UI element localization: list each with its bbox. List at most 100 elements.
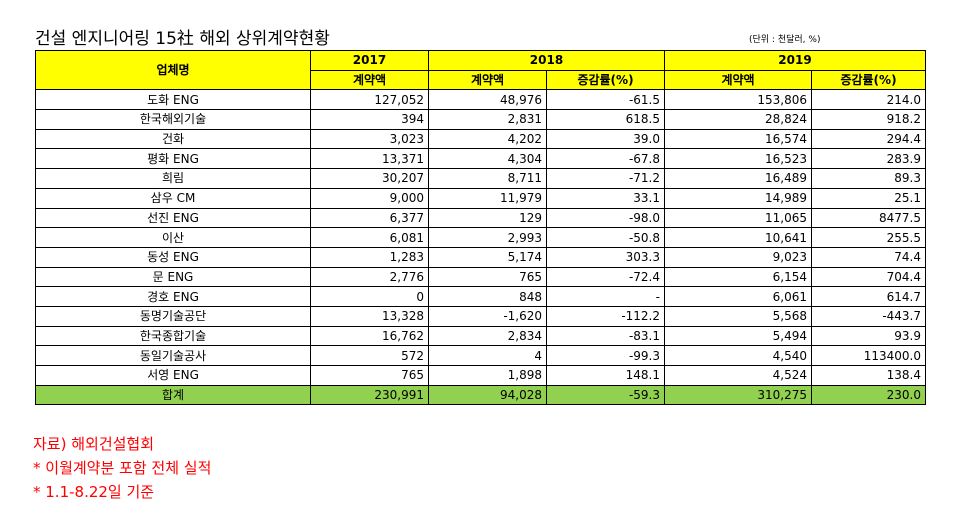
value-cell-c2017: 572 xyxy=(310,345,429,366)
value-cell-c2018: 1,898 xyxy=(428,365,547,386)
value-cell-ch2018: -72.4 xyxy=(546,266,665,288)
company-cell: 건화 xyxy=(35,128,311,150)
value-cell-ch2019: 918.2 xyxy=(811,109,926,130)
value-cell-c2019: 4,524 xyxy=(664,365,812,386)
table-row: 문 ENG 2,776 765 -72.4 6,154 704.4 xyxy=(35,266,926,288)
unit-label: (단위 : 천달러, %) xyxy=(749,35,821,45)
value-cell-c2019: 10,641 xyxy=(664,227,812,248)
value-cell-ch2019: 255.5 xyxy=(811,227,926,248)
value-cell-c2017: 6,081 xyxy=(310,227,429,248)
value-cell-c2019: 5,568 xyxy=(664,305,812,327)
value-cell-ch2019: 283.9 xyxy=(811,148,926,170)
value-cell-c2018: 2,834 xyxy=(428,325,547,347)
value-cell-ch2019: 138.4 xyxy=(811,365,926,386)
note-period: * 1.1-8.22일 기준 xyxy=(33,483,155,501)
table-row: 삼우 CM 9,000 11,979 33.1 14,989 25.1 xyxy=(35,187,926,209)
value-cell-c2019: 6,154 xyxy=(664,266,812,288)
value-cell-ch2018: 33.1 xyxy=(546,187,665,209)
note-source: 자료) 해외건설협회 xyxy=(33,435,155,453)
value-cell-ch2019: 214.0 xyxy=(811,89,926,111)
value-cell-ch2018: -50.8 xyxy=(546,227,665,248)
table-row: 한국해외기술 394 2,831 618.5 28,824 918.2 xyxy=(35,109,926,130)
total-row: 합계 230,991 94,028 -59.3 310,275 230.0 xyxy=(35,384,926,406)
table-row: 동명기술공단 13,328 -1,620 -112.2 5,568 -443.7 xyxy=(35,305,926,327)
company-cell: 이산 xyxy=(35,227,311,248)
header-row-years: 업체명 2017 2018 2019 xyxy=(35,49,926,91)
value-cell-c2018: 129 xyxy=(428,207,547,229)
value-cell-ch2018: -83.1 xyxy=(546,325,665,347)
value-cell-ch2018: -98.0 xyxy=(546,207,665,229)
source-notes: 자료) 해외건설협회 * 이월계약분 포함 전체 실적 * 1.1-8.22일 … xyxy=(33,432,211,504)
table-row: 동성 ENG 1,283 5,174 303.3 9,023 74.4 xyxy=(35,246,926,268)
value-cell-c2019: 16,574 xyxy=(664,128,812,150)
company-cell: 경호 ENG xyxy=(35,286,311,307)
value-cell-ch2019: 230.0 xyxy=(811,384,926,406)
value-cell-c2018: 848 xyxy=(428,286,547,307)
value-cell-c2017: 1,283 xyxy=(310,246,429,268)
value-cell-c2017: 16,762 xyxy=(310,325,429,347)
note-carryover: * 이월계약분 포함 전체 실적 xyxy=(33,459,212,477)
value-cell-ch2018: 303.3 xyxy=(546,246,665,268)
value-cell-c2018: 5,174 xyxy=(428,246,547,268)
company-cell: 선진 ENG xyxy=(35,207,311,229)
value-cell-c2019: 9,023 xyxy=(664,246,812,268)
value-cell-ch2018: 618.5 xyxy=(546,109,665,130)
value-cell-c2017: 394 xyxy=(310,109,429,130)
table-row: 서영 ENG 765 1,898 148.1 4,524 138.4 xyxy=(35,365,926,386)
value-cell-c2017: 30,207 xyxy=(310,168,429,189)
value-cell-c2019: 6,061 xyxy=(664,286,812,307)
value-cell-c2017: 127,052 xyxy=(310,89,429,111)
value-cell-ch2018: 148.1 xyxy=(546,365,665,386)
header-contract-2018: 계약액 xyxy=(428,69,547,91)
company-cell: 서영 ENG xyxy=(35,365,311,386)
value-cell-c2018: 2,831 xyxy=(428,109,547,130)
value-cell-c2018: 4,304 xyxy=(428,148,547,170)
value-cell-c2019: 16,489 xyxy=(664,168,812,189)
value-cell-c2018: 8,711 xyxy=(428,168,547,189)
value-cell-c2019: 28,824 xyxy=(664,109,812,130)
value-cell-c2017: 3,023 xyxy=(310,128,429,150)
value-cell-ch2019: -443.7 xyxy=(811,305,926,327)
value-cell-c2018: 4,202 xyxy=(428,128,547,150)
header-contract-2019: 계약액 xyxy=(664,69,812,91)
table-row: 경호 ENG 0 848-6,061 614.7 xyxy=(35,286,926,307)
value-cell-c2018: 2,993 xyxy=(428,227,547,248)
value-cell-c2018: 48,976 xyxy=(428,89,547,111)
value-cell-c2018: 11,979 xyxy=(428,187,547,209)
header-company: 업체명 xyxy=(35,49,311,91)
table-row: 도화 ENG 127,052 48,976 -61.5 153,806 214.0 xyxy=(35,89,926,111)
company-cell: 동일기술공사 xyxy=(35,345,311,366)
value-cell-ch2018: -59.3 xyxy=(546,384,665,406)
value-cell-ch2018: - xyxy=(546,286,665,307)
value-cell-ch2019: 704.4 xyxy=(811,266,926,288)
value-cell-c2019: 14,989 xyxy=(664,187,812,209)
header-year-2019: 2019 xyxy=(664,50,926,71)
company-cell: 동성 ENG xyxy=(35,246,311,268)
value-cell-ch2018: -112.2 xyxy=(546,305,665,327)
header-change-2019: 증감률(%) xyxy=(811,69,926,91)
value-cell-ch2018: -61.5 xyxy=(546,89,665,111)
value-cell-ch2019: 25.1 xyxy=(811,187,926,209)
value-cell-ch2019: 93.9 xyxy=(811,325,926,347)
value-cell-ch2019: 8477.5 xyxy=(811,207,926,229)
header-contract-2017: 계약액 xyxy=(310,69,429,91)
company-cell: 희림 xyxy=(35,168,311,189)
value-cell-c2019: 310,275 xyxy=(664,384,812,406)
company-cell: 한국종합기술 xyxy=(35,325,311,347)
value-cell-c2019: 5,494 xyxy=(664,325,812,347)
table-row: 희림 30,207 8,711 -71.2 16,489 89.3 xyxy=(35,168,926,189)
value-cell-c2017: 13,328 xyxy=(310,305,429,327)
header-change-2018: 증감률(%) xyxy=(546,69,665,91)
header-year-2017: 2017 xyxy=(310,50,429,71)
value-cell-c2018: 765 xyxy=(428,266,547,288)
value-cell-c2019: 153,806 xyxy=(664,89,812,111)
header-year-2018: 2018 xyxy=(428,50,665,71)
value-cell-c2019: 11,065 xyxy=(664,207,812,229)
value-cell-ch2019: 294.4 xyxy=(811,128,926,150)
table-row: 건화 3,023 4,202 39.0 16,574 294.4 xyxy=(35,128,926,150)
table-row: 이산 6,081 2,993 -50.8 10,641 255.5 xyxy=(35,227,926,248)
value-cell-c2017: 6,377 xyxy=(310,207,429,229)
contract-table: 업체명 2017 2018 2019 계약액 계약액 증감률(%) 계약액 증감… xyxy=(35,49,926,406)
page-title: 건설 엔지니어링 15社 해외 상위계약현황 xyxy=(35,29,330,49)
company-cell: 동명기술공단 xyxy=(35,305,311,327)
